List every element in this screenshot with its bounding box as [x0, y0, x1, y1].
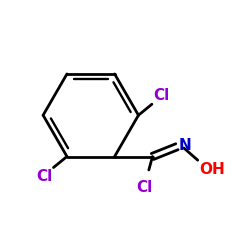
Text: OH: OH [199, 162, 225, 177]
Text: Cl: Cl [136, 180, 152, 195]
Text: Cl: Cl [153, 88, 169, 103]
Text: Cl: Cl [36, 169, 52, 184]
Text: N: N [179, 138, 192, 154]
